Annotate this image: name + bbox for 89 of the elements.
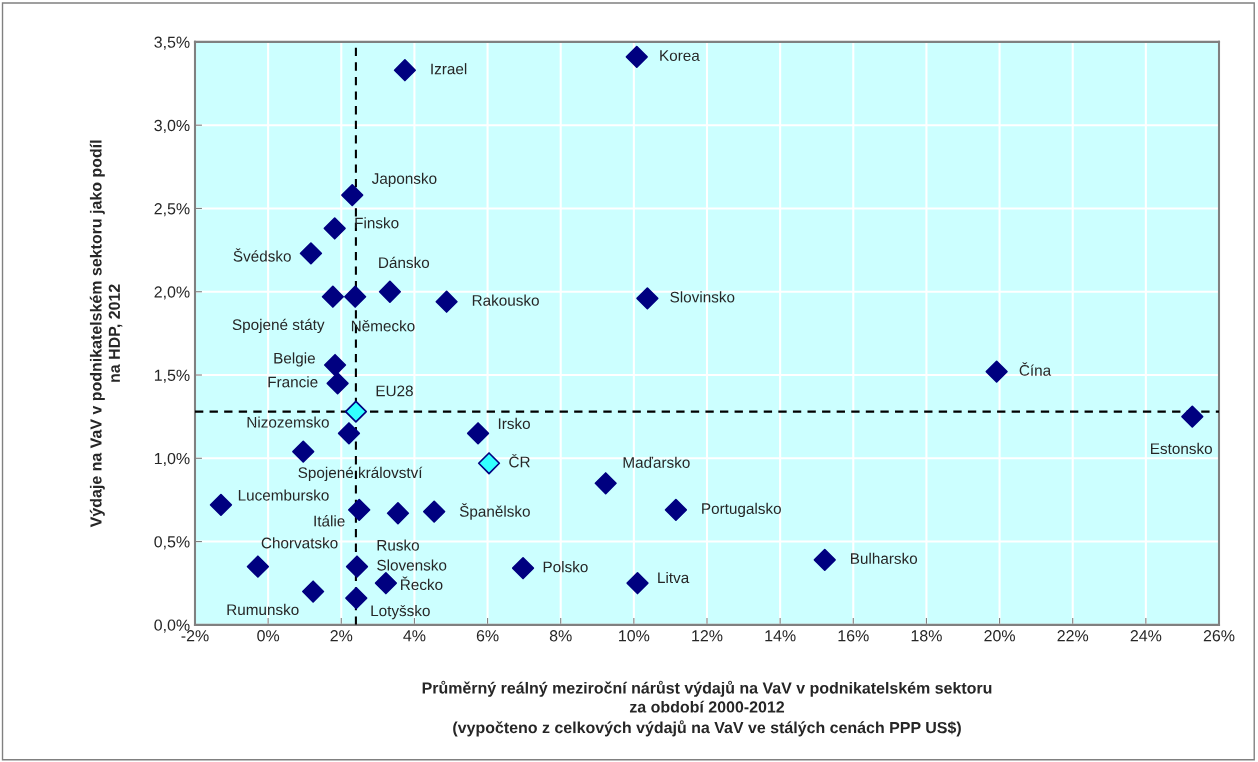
point — [323, 353, 347, 377]
annotation: Finsko — [355, 217, 399, 229]
y-tick-label: 2,5% — [154, 203, 190, 217]
annotation: Portugalsko — [702, 502, 781, 518]
annotation: Německo — [351, 320, 415, 332]
x-axis-title: Průměrný reálný meziroční nárůst výdajů na VaV v podnikatelském sektoru za období 2000-2012 (vypočteno z celkových výdajů na VaV ve stálých cenách PPP US$) — [422, 680, 992, 737]
point — [337, 422, 361, 445]
annotation: Estonsko — [1151, 442, 1212, 455]
annotation: Bulharsko — [851, 552, 918, 564]
annotation: EU28 — [376, 385, 413, 397]
point — [594, 472, 617, 495]
point — [292, 440, 315, 463]
point — [435, 290, 458, 313]
annotation: Slovensko — [377, 559, 447, 571]
point — [813, 548, 836, 572]
annotation: ČR — [509, 453, 530, 468]
annotation: Rusko — [377, 539, 419, 551]
annotation: Lotyšsko — [371, 604, 430, 620]
point — [511, 557, 535, 580]
annotation: Rakousko — [472, 294, 539, 306]
y-tick-label: 2,0% — [154, 286, 190, 300]
point — [664, 498, 688, 522]
annotation: Maďarsko — [623, 456, 690, 468]
point — [209, 493, 233, 517]
annotation: Litva — [658, 571, 690, 584]
x-tick-label: 2% — [330, 630, 353, 642]
point — [344, 400, 368, 423]
point — [299, 242, 323, 265]
point — [323, 217, 346, 240]
point — [378, 280, 402, 303]
y-tick-label: 3,5% — [154, 36, 190, 50]
x-tick-label: 20% — [984, 630, 1015, 642]
point — [626, 572, 649, 595]
annotation: Korea — [660, 50, 700, 61]
point — [345, 555, 369, 578]
point — [341, 184, 364, 207]
point — [1181, 405, 1204, 428]
annotation: Švédsko — [233, 248, 291, 262]
annotation: Lucembursko — [238, 489, 329, 501]
annotation: Slovinsko — [670, 291, 735, 303]
point — [386, 502, 410, 525]
annotation: Chorvatsko — [261, 537, 338, 549]
annotation: Japonsko — [371, 172, 437, 187]
y-tick-label: 1,5% — [154, 369, 190, 383]
annotation: Dánsko — [379, 256, 430, 269]
y-axis-title: Výdaje na VaV v podnikatelském sektoru jako podíl na HDP, 2012 — [89, 140, 123, 528]
x-tick-label: 4% — [403, 630, 426, 642]
annotation: Belgie — [274, 352, 315, 367]
point — [423, 500, 446, 523]
y-tick-label: 1,0% — [154, 452, 190, 467]
y-tick-label: 0,5% — [154, 536, 190, 550]
annotation: Spojené království — [298, 466, 423, 482]
x-tick-label: 12% — [692, 630, 723, 642]
annotation: Španělsko — [459, 503, 530, 520]
annotation: Polsko — [543, 561, 588, 573]
point — [466, 422, 490, 445]
annotation: Irsko — [498, 417, 530, 430]
x-tick-label: 10% — [619, 630, 650, 642]
point — [625, 45, 648, 69]
point — [636, 287, 659, 310]
point — [301, 580, 325, 603]
annotation: Francie — [268, 376, 318, 388]
point — [985, 360, 1008, 383]
annotation: Spojené státy — [232, 318, 325, 334]
x-tick-label: 8% — [549, 630, 572, 642]
x-tick-label: 14% — [765, 630, 796, 642]
y-tick-label: 3,0% — [154, 119, 190, 134]
x-tick-label: 0% — [257, 630, 280, 642]
point — [393, 59, 417, 82]
annotation: Rumunsko — [227, 603, 299, 616]
point — [344, 285, 367, 308]
annotation: Nizozemsko — [247, 416, 329, 428]
x-tick-label: 6% — [476, 630, 499, 642]
point — [345, 587, 368, 610]
annotation: Izrael — [431, 63, 467, 75]
x-tick-label: 24% — [1130, 630, 1162, 642]
x-tick-label: 18% — [911, 630, 942, 642]
point — [321, 285, 345, 308]
point — [374, 572, 398, 595]
annotation: Čína — [1019, 362, 1052, 376]
annotation: Řecko — [401, 576, 443, 591]
x-tick-label: 26% — [1203, 630, 1235, 642]
x-tick-label: 22% — [1057, 630, 1089, 642]
point — [326, 372, 349, 395]
x-tick-label: 16% — [838, 630, 869, 642]
point — [348, 498, 371, 522]
point — [246, 555, 270, 578]
point — [477, 452, 501, 475]
annotation: Itálie — [314, 515, 345, 527]
